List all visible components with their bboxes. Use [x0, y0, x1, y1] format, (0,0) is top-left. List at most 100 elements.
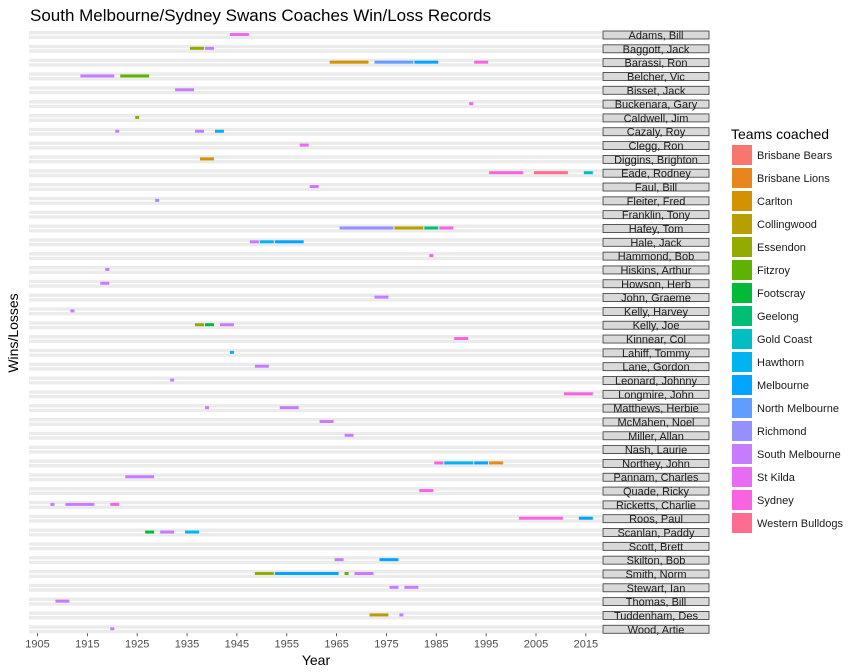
coach-strip	[602, 541, 710, 551]
win-loss-bar	[474, 461, 489, 465]
win-loss-bar	[204, 406, 209, 410]
win-loss-bar	[374, 295, 389, 299]
coach-strip	[602, 624, 710, 634]
legend-item: Melbourne	[732, 375, 809, 395]
win-loss-bar	[110, 502, 120, 506]
legend-label: Carlton	[757, 196, 792, 208]
legend-label: Brisbane Bears	[757, 150, 833, 162]
coach-panel: Hammond, Bob	[29, 251, 710, 263]
coach-strip	[602, 196, 710, 206]
legend-label: Geelong	[757, 311, 799, 323]
legend-items: Brisbane Bears Brisbane Lions Carlton Colli…	[732, 145, 844, 533]
win-loss-bar	[200, 157, 214, 161]
win-loss-bar	[489, 171, 524, 175]
legend-swatch	[732, 444, 752, 464]
win-loss-bar	[204, 323, 214, 327]
x-tick-label: 1965	[324, 638, 348, 650]
win-loss-bar	[469, 102, 474, 106]
coach-strip	[602, 85, 710, 95]
win-loss-bar	[254, 364, 269, 368]
coach-panel: Pannam, Charles	[29, 472, 710, 484]
coach-panel: Miller, Allan	[29, 431, 710, 443]
coach-strip	[602, 168, 710, 178]
coach-name-label: Longmire, John	[618, 389, 694, 401]
coach-strip	[602, 30, 710, 40]
coach-panel: McMahen, Noel	[29, 417, 710, 429]
legend-label: Gold Coast	[757, 334, 812, 346]
coach-panel: Diggins, Brighton	[29, 154, 710, 166]
win-loss-bar	[414, 60, 439, 64]
legend-swatch	[732, 283, 752, 303]
coach-name-label: Skilton, Bob	[627, 555, 686, 567]
coach-name-label: Franklin, Tony	[622, 210, 691, 222]
legend-item: South Melbourne	[732, 444, 841, 464]
legend-swatch	[732, 168, 752, 188]
legend-label: South Melbourne	[757, 449, 841, 461]
legend-label: Western Bulldogs	[757, 518, 844, 530]
x-tick-label: 1975	[374, 638, 398, 650]
coach-panel: Baggott, Jack	[29, 44, 710, 56]
coach-name-label: Smith, Norm	[625, 569, 686, 581]
win-loss-bar	[404, 585, 419, 589]
coach-name-label: Buckenara, Gary	[615, 99, 698, 111]
x-tick-label: 1985	[424, 638, 448, 650]
win-loss-bar	[344, 571, 349, 575]
coach-panel: Scanlan, Paddy	[29, 528, 710, 540]
coach-panel: Stewart, Ian	[29, 583, 710, 595]
win-loss-bar	[489, 461, 504, 465]
win-loss-bar	[65, 502, 95, 506]
coach-name-label: Diggins, Brighton	[614, 154, 698, 166]
coach-strip	[602, 611, 710, 620]
coach-strip	[602, 472, 710, 482]
coach-name-label: Faul, Bill	[635, 182, 677, 194]
win-loss-bar	[394, 226, 424, 230]
coach-strip	[602, 528, 710, 537]
coach-panel: Matthews, Herbie	[29, 403, 710, 415]
win-loss-bar	[474, 60, 489, 64]
coach-strip	[602, 265, 710, 275]
coach-panel: Roos, Paul	[29, 514, 710, 526]
legend-item: Collingwood	[732, 214, 817, 234]
coach-panel: Fleiter, Fred	[29, 196, 710, 208]
win-loss-bar	[254, 571, 274, 575]
win-loss-bar	[249, 240, 259, 244]
coach-panel: Kelly, Harvey	[29, 306, 710, 318]
coach-strip	[602, 334, 710, 344]
coach-name-label: Hiskins, Arthur	[621, 265, 692, 277]
win-loss-bar	[274, 571, 339, 575]
coach-strip	[602, 486, 710, 496]
legend-label: North Melbourne	[757, 403, 839, 415]
coach-strip	[602, 431, 710, 441]
legend-label: Sydney	[757, 495, 794, 507]
legend-label: Fitzroy	[757, 265, 791, 277]
coach-panel: Wood, Artie	[29, 624, 710, 636]
coach-name-label: Roos, Paul	[629, 514, 683, 526]
coach-panel: Nash, Laurie	[29, 445, 710, 457]
coach-strip	[602, 362, 710, 372]
legend: Teams coached Brisbane Bears Brisbane Lio…	[731, 126, 844, 533]
win-loss-bar	[195, 323, 205, 327]
coach-panel: Lane, Gordon	[29, 362, 710, 374]
legend-swatch	[732, 352, 752, 372]
coach-panel: Clegg, Ron	[29, 141, 710, 153]
win-loss-bar	[369, 613, 389, 617]
legend-item: St Kilda	[732, 467, 796, 487]
coach-name-label: Quade, Ricky	[623, 486, 690, 498]
legend-label: Essendon	[757, 242, 806, 254]
win-loss-bar	[519, 516, 563, 520]
x-tick-label: 1905	[25, 638, 49, 650]
legend-swatch	[732, 191, 752, 211]
coach-strip	[602, 500, 710, 510]
coach-panel: Thomas, Bill	[29, 597, 710, 609]
x-tick-label: 2005	[524, 638, 548, 650]
win-loss-bar	[214, 129, 224, 133]
coach-strip	[602, 99, 710, 109]
coach-strip	[602, 293, 710, 302]
legend-label: St Kilda	[757, 472, 796, 484]
coach-panel: Franklin, Tony	[29, 210, 710, 222]
coach-panel: Longmire, John	[29, 389, 710, 401]
coach-name-label: Lane, Gordon	[622, 362, 689, 374]
win-loss-bar	[329, 60, 369, 64]
win-loss-bar	[155, 198, 160, 202]
win-loss-bar	[344, 433, 354, 437]
